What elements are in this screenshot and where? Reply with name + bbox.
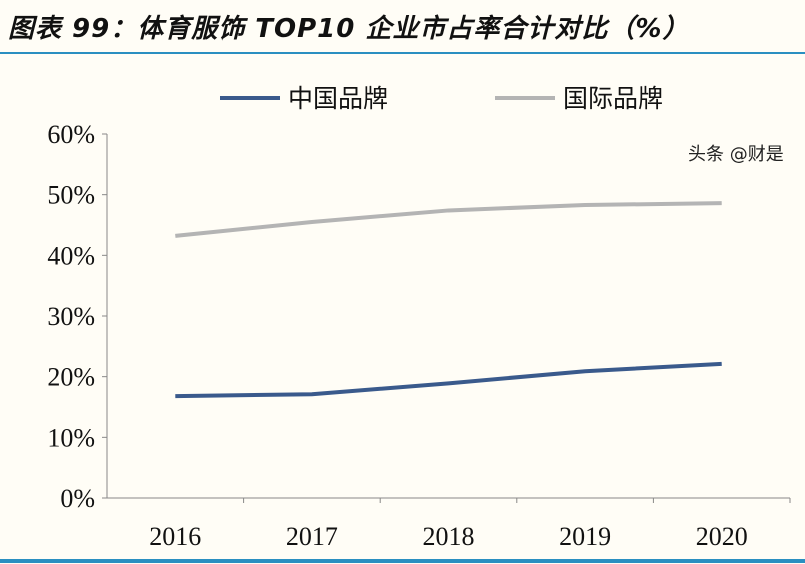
x-tick-label: 2017 <box>286 522 338 551</box>
watermark: 头条 @财是 <box>688 144 784 165</box>
y-tick-label: 30% <box>47 302 95 331</box>
legend-label: 中国品牌 <box>288 84 388 113</box>
legend-label: 国际品牌 <box>563 84 663 113</box>
x-tick-label: 2016 <box>149 522 201 551</box>
y-tick-label: 10% <box>47 423 95 452</box>
series-line-2 <box>175 201 722 238</box>
y-tick-label: 40% <box>47 241 95 270</box>
series-line-1 <box>175 361 722 399</box>
y-tick-label: 0% <box>60 484 95 513</box>
chart-title: 图表 99：体育服饰 TOP10 企业市占率合计对比（%） <box>8 14 690 44</box>
y-tick-label: 60% <box>47 120 95 149</box>
x-tick-label: 2020 <box>696 522 748 551</box>
title-divider <box>0 52 805 54</box>
y-tick-label: 50% <box>47 181 95 210</box>
y-tick-label: 20% <box>47 363 95 392</box>
bottom-divider <box>0 559 805 563</box>
x-tick-label: 2019 <box>559 522 611 551</box>
x-tick-label: 2018 <box>423 522 475 551</box>
